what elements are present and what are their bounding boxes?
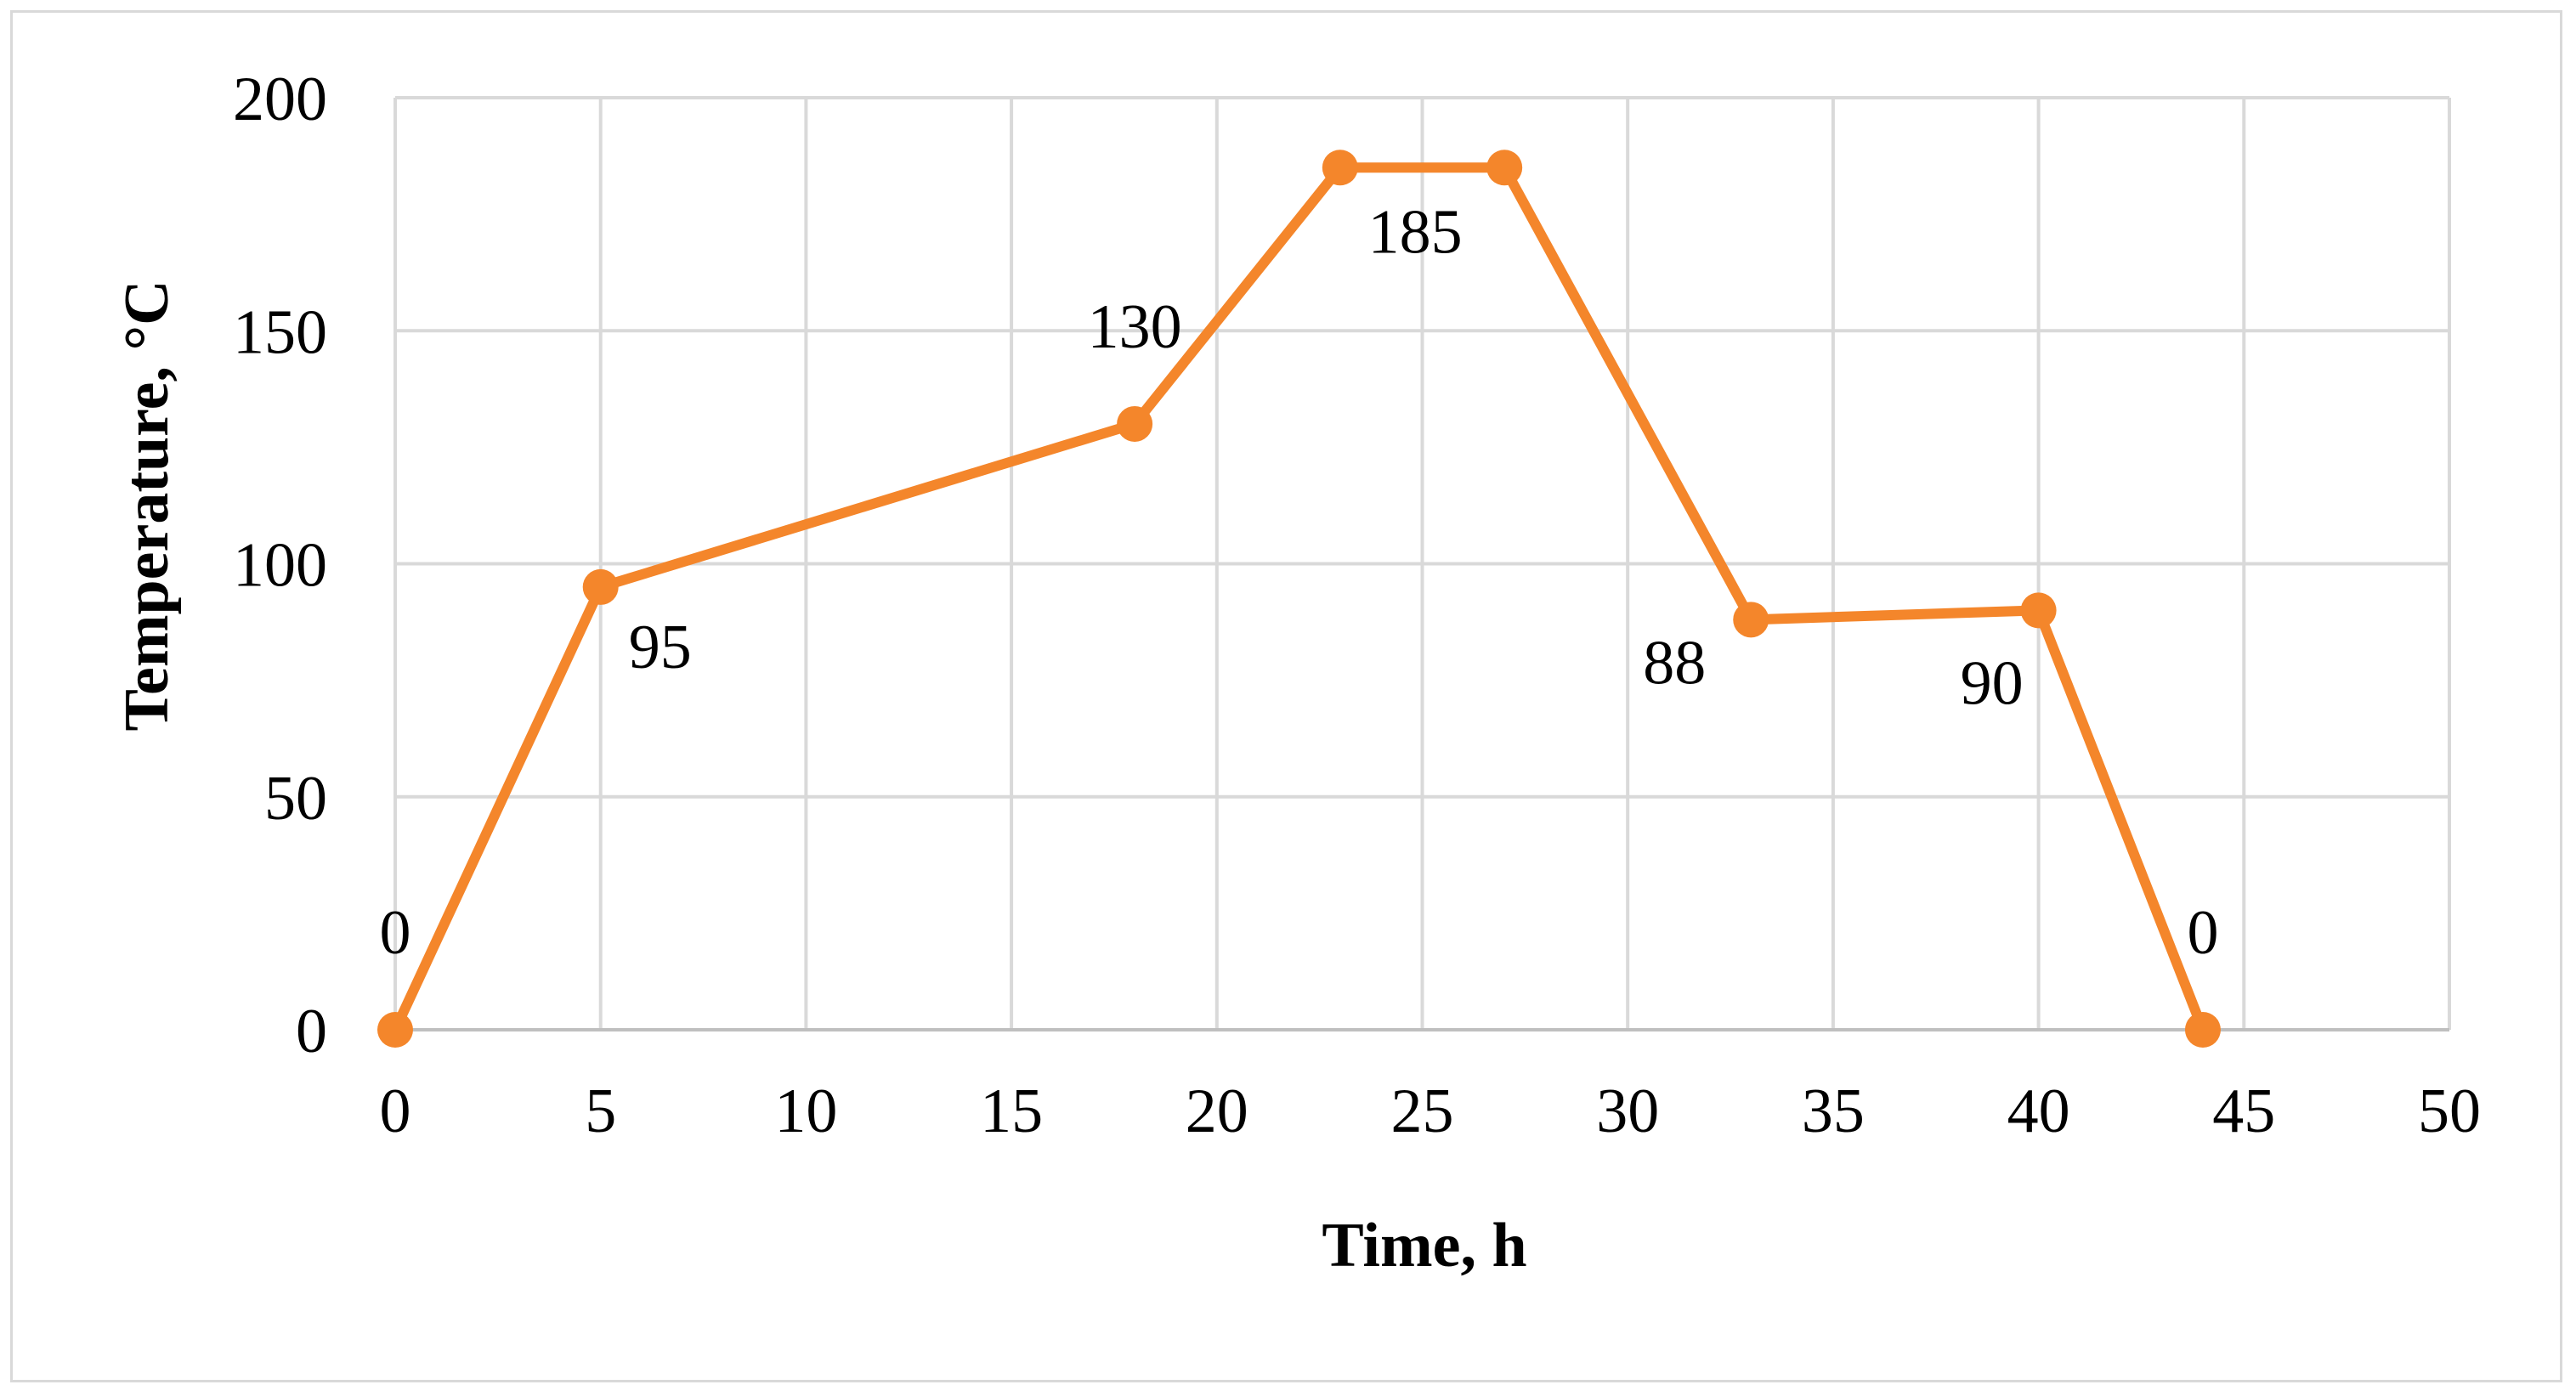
data-labels: 0 95 130 185 88 90 0	[380, 197, 2219, 968]
y-tick-label: 100	[233, 531, 327, 601]
x-tick-label: 0	[380, 1077, 411, 1146]
data-label: 90	[1961, 648, 2024, 718]
x-tick-label: 50	[2418, 1077, 2481, 1146]
data-point	[582, 568, 619, 605]
data-label: 0	[2187, 898, 2218, 968]
data-points	[377, 150, 2221, 1048]
x-tick-label: 10	[774, 1077, 837, 1146]
y-tick-label: 200	[233, 65, 327, 134]
x-tick-label: 25	[1391, 1077, 1454, 1146]
data-point	[1117, 405, 1153, 442]
x-axis-title: Time, h	[1322, 1211, 1526, 1280]
series-line	[390, 162, 2208, 1035]
gridlines	[395, 96, 2451, 1030]
x-tick-label: 45	[2212, 1077, 2275, 1146]
series-line	[390, 162, 2208, 1035]
data-label: 88	[1643, 628, 1706, 698]
data-label: 185	[1368, 197, 1463, 267]
data-label: 130	[1088, 292, 1182, 362]
data-point	[1486, 150, 1523, 186]
data-label: 95	[629, 613, 692, 682]
x-tick-label: 5	[585, 1077, 616, 1146]
axes	[393, 98, 2449, 1031]
y-tick-label: 150	[233, 297, 327, 367]
y-tick-label: 50	[264, 764, 327, 834]
x-tick-label: 20	[1186, 1077, 1248, 1146]
data-point	[2020, 592, 2057, 629]
x-tick-label: 30	[1596, 1077, 1659, 1146]
y-tick-label: 0	[296, 997, 327, 1066]
tick-labels: 0 5 10 15 20 25 30 35 40 45 50 0 50 100 150 200	[233, 65, 2481, 1146]
data-point	[377, 1012, 413, 1048]
x-tick-label: 40	[2007, 1077, 2070, 1146]
data-point	[1322, 150, 1358, 186]
data-point	[1733, 602, 1769, 638]
y-axis-title: Temperature, °C	[112, 280, 182, 731]
data-point	[2184, 1012, 2221, 1048]
x-tick-label: 15	[980, 1077, 1043, 1146]
data-label: 0	[380, 898, 411, 968]
x-tick-label: 35	[1802, 1077, 1865, 1146]
